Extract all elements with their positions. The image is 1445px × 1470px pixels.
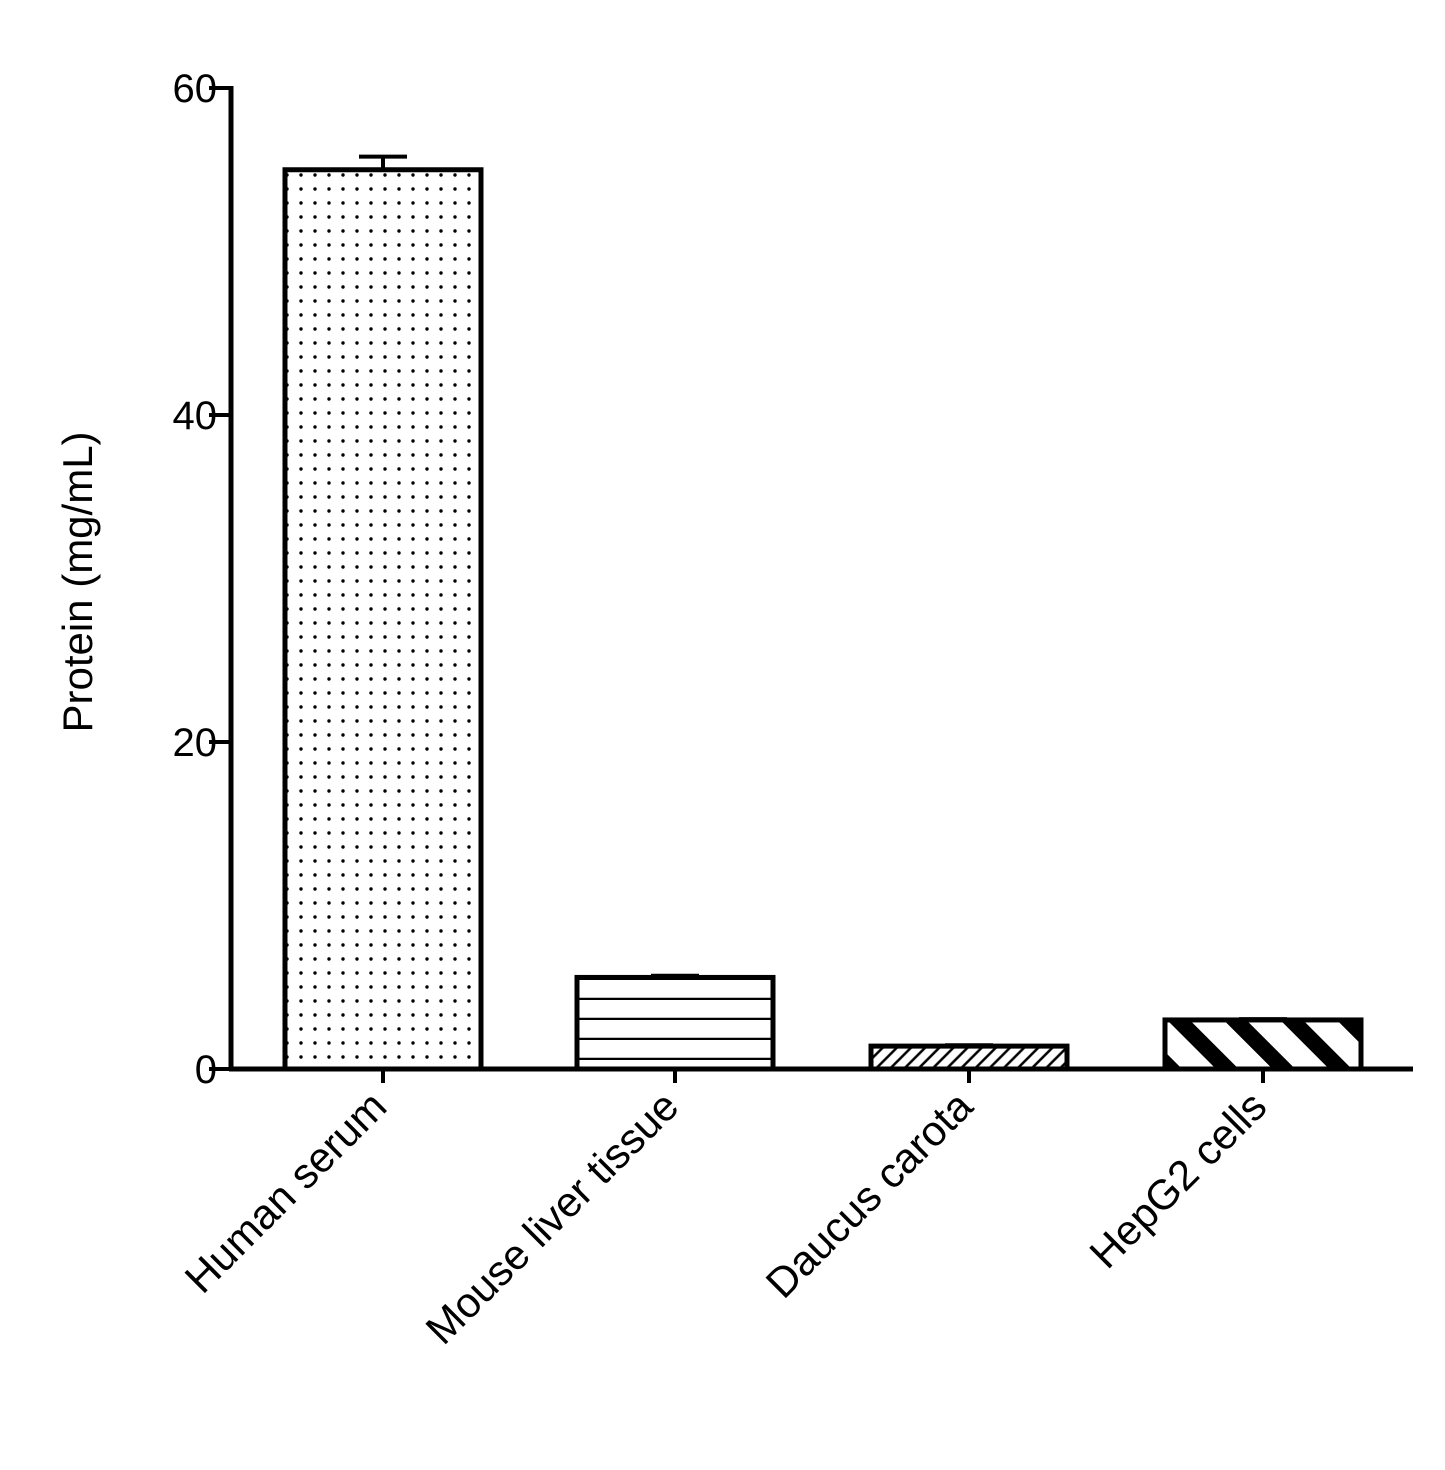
x-tick-label: Human serum bbox=[176, 1082, 396, 1302]
plot-area: 0 20 40 60 Human serum Mouse liver tissue Dau… bbox=[173, 67, 1413, 1353]
bar-hepg2-cells bbox=[1162, 1017, 1364, 1072]
x-tick-label: Daucus carota bbox=[757, 1082, 982, 1307]
y-tick-label: 0 bbox=[195, 1048, 217, 1092]
x-tick-label: Mouse liver tissue bbox=[416, 1082, 687, 1353]
bars bbox=[282, 167, 1364, 1072]
y-axis-title: Protein (mg/mL) bbox=[54, 431, 101, 732]
y-tick-label: 40 bbox=[173, 394, 218, 438]
bar-daucus-carota bbox=[868, 1043, 1070, 1072]
y-tick-label: 20 bbox=[173, 721, 218, 765]
bar-mouse-liver-tissue bbox=[574, 974, 776, 1072]
x-tick-label: HepG2 cells bbox=[1080, 1082, 1275, 1277]
bar-human-serum bbox=[282, 167, 484, 1072]
y-tick-label: 60 bbox=[173, 67, 218, 111]
y-ticks: 0 20 40 60 bbox=[173, 67, 231, 1092]
x-ticks: Human serum Mouse liver tissue Daucus caro… bbox=[176, 1069, 1275, 1353]
error-bars bbox=[359, 154, 1287, 1048]
